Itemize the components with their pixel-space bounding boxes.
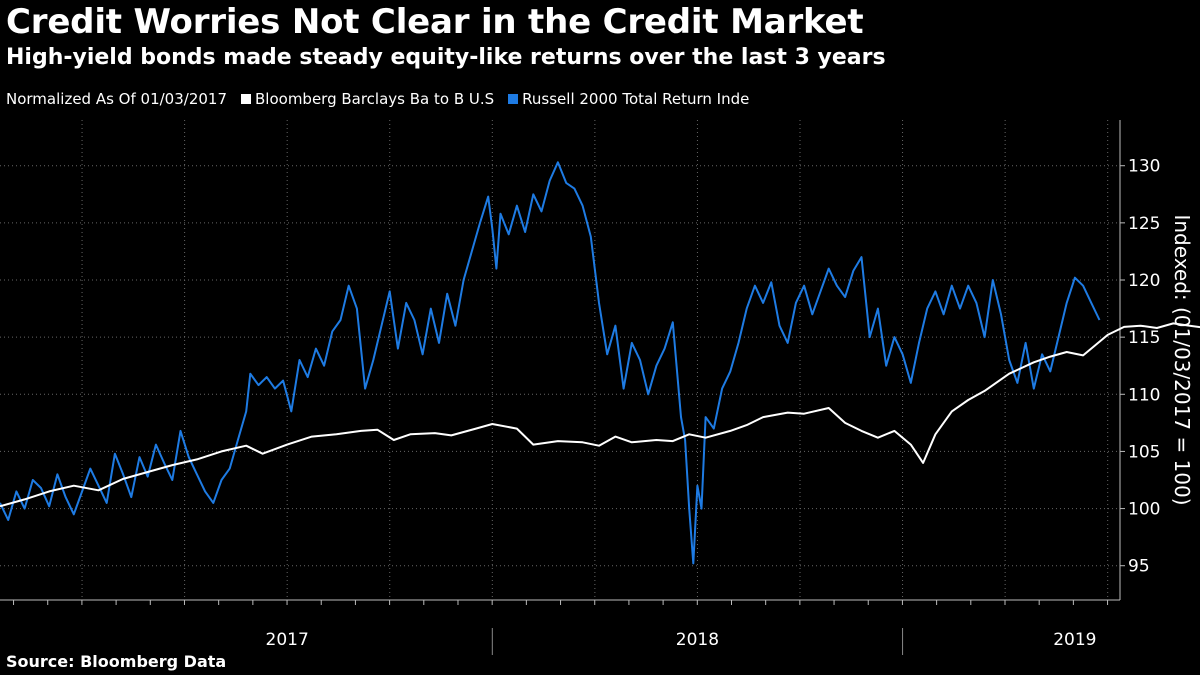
legend-label-bonds: Bloomberg Barclays Ba to B U.S: [255, 90, 495, 108]
legend-swatch-russell: [508, 94, 519, 104]
y-tick-label: 130: [1128, 157, 1160, 177]
y-axis-label: Indexed: (01/03/2017 = 100): [1170, 214, 1194, 505]
chart-subtitle: High-yield bonds made steady equity-like…: [6, 45, 886, 70]
y-tick-label: 110: [1128, 385, 1160, 405]
y-tick-label: 95: [1128, 557, 1150, 577]
legend-swatch-bonds: [241, 94, 251, 104]
y-tick-label: 115: [1128, 328, 1160, 348]
x-year-label: 2017: [266, 630, 309, 650]
y-tick-label: 105: [1128, 442, 1160, 462]
legend: Normalized As Of 01/03/2017 Bloomberg Ba…: [6, 90, 749, 108]
legend-label-russell: Russell 2000 Total Return Inde: [522, 90, 750, 108]
x-year-label: 2018: [676, 630, 719, 650]
y-tick-label: 100: [1128, 500, 1160, 520]
series-line-bonds: [0, 322, 1200, 508]
x-year-label: 2019: [1053, 630, 1096, 650]
chart-title: Credit Worries Not Clear in the Credit M…: [6, 2, 864, 42]
legend-prefix: Normalized As Of 01/03/2017: [6, 90, 227, 108]
y-tick-label: 125: [1128, 214, 1160, 234]
source-note: Source: Bloomberg Data: [6, 652, 227, 671]
y-tick-label: 120: [1128, 271, 1160, 291]
